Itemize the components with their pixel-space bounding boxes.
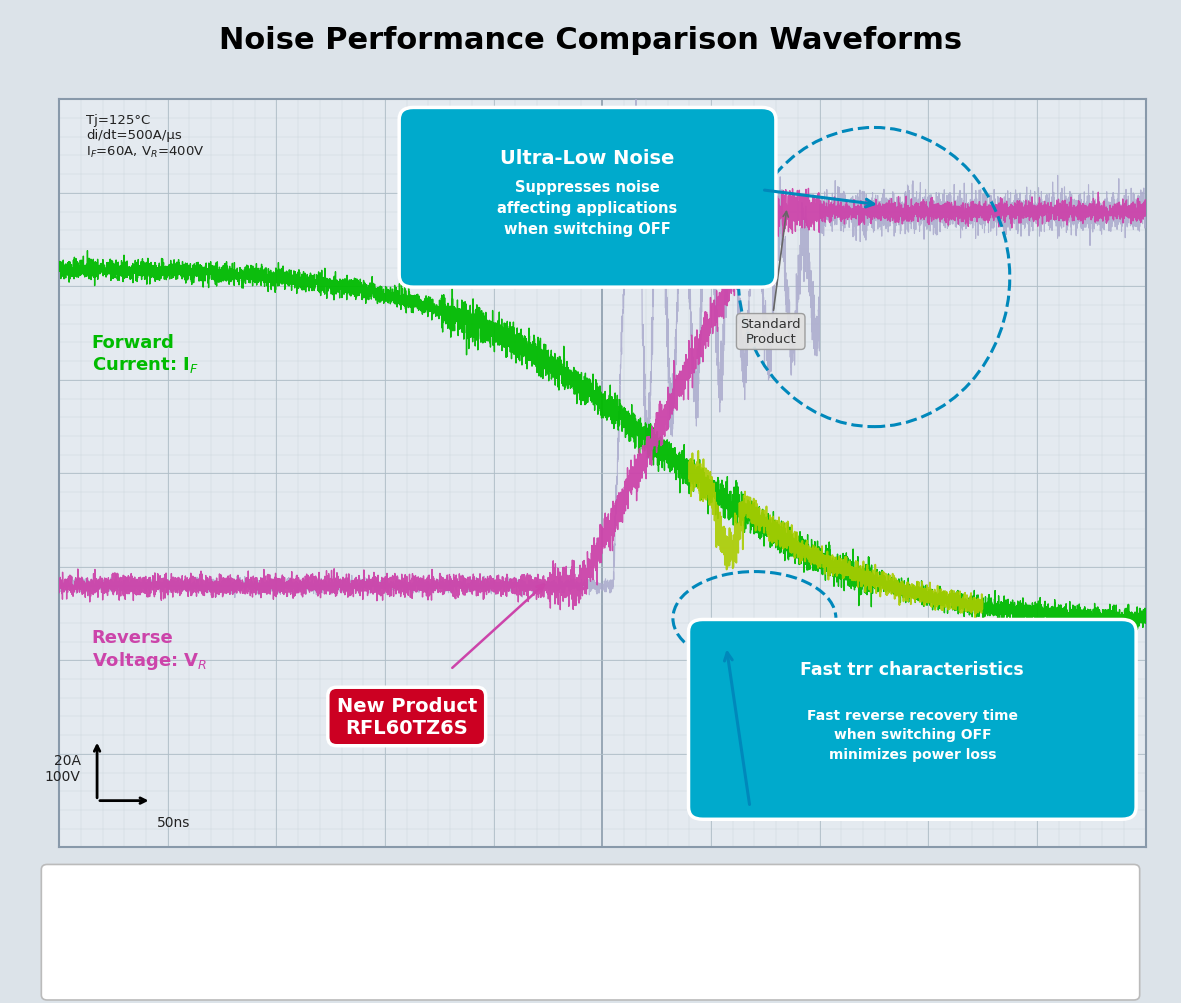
Text: 50ns: 50ns bbox=[157, 814, 190, 828]
Text: Forward
Current: I$_F$: Forward Current: I$_F$ bbox=[92, 334, 198, 375]
FancyBboxPatch shape bbox=[399, 108, 776, 288]
Text: Fast trr characteristics: Fast trr characteristics bbox=[801, 660, 1024, 678]
Text: New Product
RFL60TZ6S: New Product RFL60TZ6S bbox=[337, 696, 477, 737]
Text: Providing ultra-low noise while maintaining fast trr characteristics: Providing ultra-low noise while maintain… bbox=[237, 891, 944, 909]
Text: Fast reverse recovery time
when switching OFF
minimizes power loss: Fast reverse recovery time when switchin… bbox=[807, 708, 1018, 761]
Text: Suppresses noise
affecting applications
when switching OFF: Suppresses noise affecting applications … bbox=[497, 180, 678, 237]
Text: Reverse
Voltage: V$_R$: Reverse Voltage: V$_R$ bbox=[92, 628, 207, 671]
Text: Standard
Product: Standard Product bbox=[740, 213, 801, 346]
Text: Tj=125°C
di/dt=500A/µs
I$_F$=60A, V$_R$=400V: Tj=125°C di/dt=500A/µs I$_F$=60A, V$_R$=… bbox=[86, 114, 204, 159]
Text: Ultra-Low Noise: Ultra-Low Noise bbox=[501, 148, 674, 168]
Text: 20A
100V: 20A 100V bbox=[45, 753, 80, 783]
Text: contributes to higher application efficiency that reduces noise design load: contributes to higher application effici… bbox=[195, 952, 986, 970]
FancyBboxPatch shape bbox=[689, 620, 1136, 819]
Text: Noise Performance Comparison Waveforms: Noise Performance Comparison Waveforms bbox=[218, 26, 963, 54]
